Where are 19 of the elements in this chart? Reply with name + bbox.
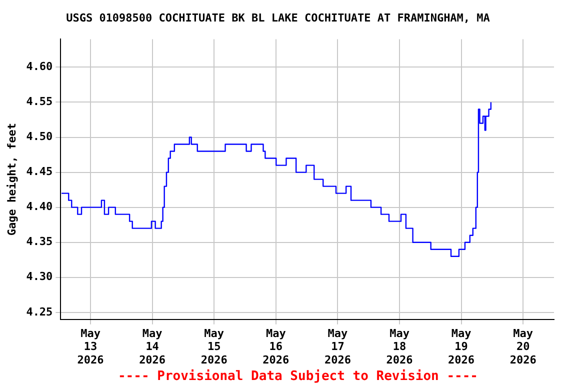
x-tick-label: May 14 2026: [139, 326, 166, 366]
y-tick-label: 4.55: [26, 95, 53, 108]
y-axis-title: Gage height, feet: [5, 123, 18, 236]
x-tick-label: May 18 2026: [386, 326, 414, 366]
x-tick-label: May 15 2026: [200, 326, 228, 366]
y-tick-label: 4.60: [26, 60, 53, 74]
x-tick-label: May 20 2026: [510, 326, 537, 366]
y-tick-label: 4.45: [26, 165, 53, 178]
y-tick-label: 4.30: [26, 270, 53, 284]
x-tick-label: May 13 2026: [77, 326, 104, 366]
x-tick-label: May 16 2026: [262, 326, 290, 366]
y-tick-label: 4.35: [26, 235, 53, 248]
text: ---- Provisional Data Subject to Revision ----: [118, 369, 478, 384]
chart-title: USGS 01098500 COCHITUATE BK BL LAKE COCHITUATE AT FRAMINGHAM, MA: [66, 11, 490, 24]
y-tick-label: 4.50: [26, 130, 53, 144]
y-tick-label: 4.25: [26, 305, 53, 318]
x-tick-label: May 17 2026: [324, 326, 352, 366]
x-tick-label: May 19 2026: [448, 326, 475, 366]
y-tick-label: 4.40: [26, 200, 53, 214]
